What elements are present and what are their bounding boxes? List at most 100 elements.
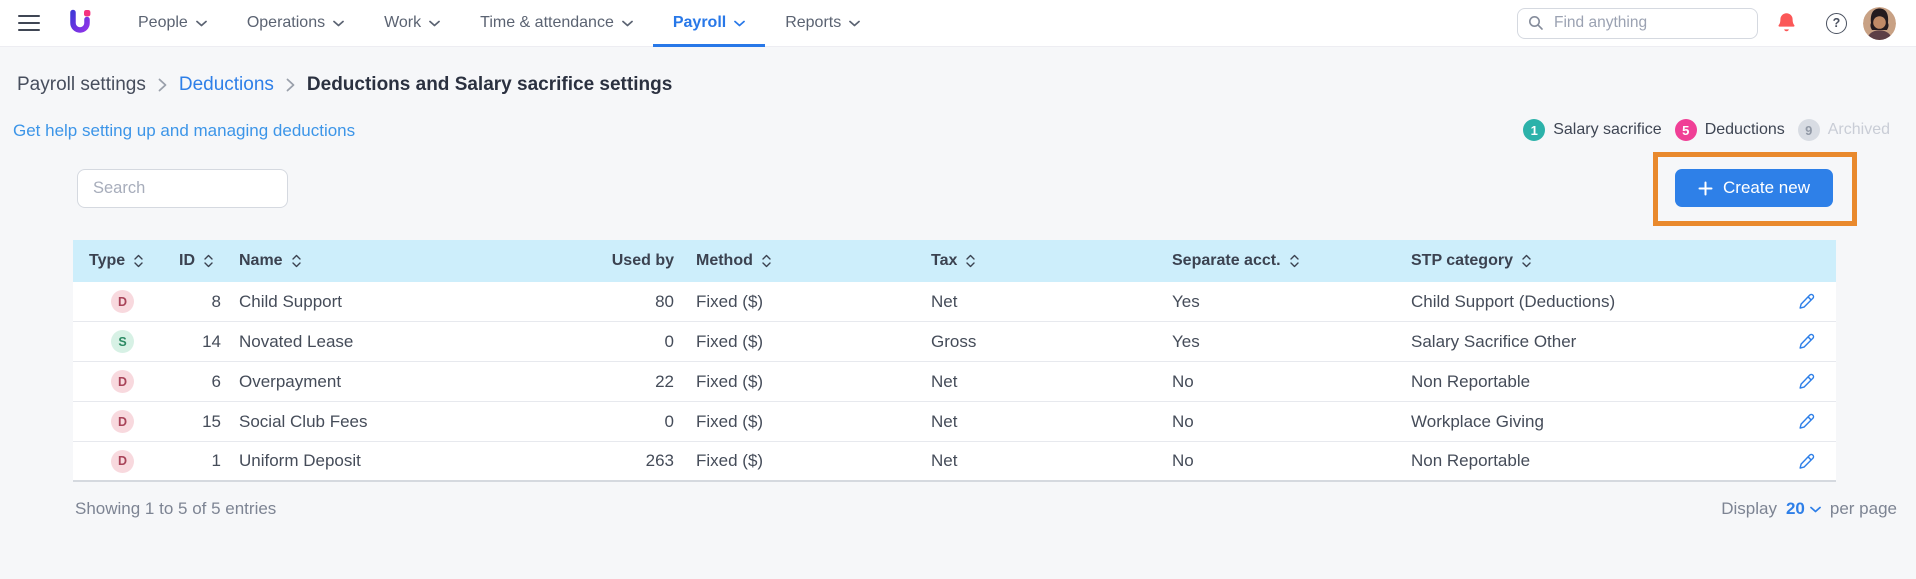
- app-logo[interactable]: [68, 8, 92, 38]
- chevron-down-icon: [734, 20, 746, 26]
- sort-icon[interactable]: [203, 253, 214, 269]
- nav-label: People: [138, 14, 188, 31]
- page-size-select[interactable]: 20: [1786, 499, 1821, 519]
- badge-archived[interactable]: 9 Archived: [1797, 119, 1890, 141]
- nav-label: Work: [384, 14, 422, 31]
- sort-icon[interactable]: [133, 253, 144, 269]
- pagination-controls: Display 20 per page: [1721, 499, 1897, 519]
- badge-label: Salary sacrifice: [1553, 121, 1662, 138]
- breadcrumb: Payroll settings Deductions Deductions a…: [17, 74, 672, 96]
- archived-count-badge: 9: [1797, 119, 1820, 141]
- type-badge-deduction: D: [111, 370, 134, 393]
- cell-id: 14: [202, 331, 221, 351]
- chevron-down-icon: [195, 20, 207, 26]
- sort-icon[interactable]: [761, 253, 772, 269]
- sort-icon[interactable]: [291, 253, 302, 269]
- column-header-tax[interactable]: Tax: [909, 240, 1150, 282]
- sort-icon[interactable]: [1521, 253, 1532, 269]
- sort-icon[interactable]: [965, 253, 976, 269]
- edit-button[interactable]: [1793, 328, 1820, 355]
- edit-button[interactable]: [1793, 288, 1820, 315]
- cell-tax: Net: [931, 451, 958, 470]
- cell-type: D: [73, 402, 173, 441]
- sort-icon[interactable]: [1289, 253, 1300, 269]
- cell-separate-acct: No: [1172, 371, 1194, 391]
- hamburger-menu-icon[interactable]: [18, 14, 40, 32]
- main-nav: People Operations Work Time & attendance…: [118, 0, 880, 47]
- cell-method: Fixed ($): [696, 371, 764, 391]
- help-icon[interactable]: ?: [1826, 12, 1847, 34]
- cell-separate-acct: No: [1172, 451, 1194, 470]
- breadcrumb-current-page: Deductions and Salary sacrifice settings: [306, 74, 673, 95]
- column-header-name[interactable]: Name: [221, 240, 583, 282]
- column-label: Used by: [611, 252, 674, 269]
- global-search[interactable]: [1517, 7, 1758, 39]
- badge-salary-sacrifice[interactable]: 1 Salary sacrifice: [1523, 119, 1662, 141]
- cell-type: S: [73, 322, 173, 361]
- nav-item-time-attendance[interactable]: Time & attendance: [460, 0, 653, 47]
- create-new-button[interactable]: Create new: [1675, 169, 1833, 207]
- cell-tax: Gross: [931, 331, 977, 351]
- table-header-row: Type ID Name Used by Method Tax Separate…: [73, 240, 1836, 282]
- help-glyph: ?: [1832, 16, 1841, 30]
- nav-item-people[interactable]: People: [118, 0, 227, 47]
- nav-label: Payroll: [672, 14, 727, 31]
- table-row[interactable]: D 8 Child Support 80 Fixed ($) Net Yes C…: [73, 282, 1836, 322]
- column-header-type[interactable]: Type: [73, 240, 173, 282]
- notifications-bell-icon[interactable]: [1777, 12, 1796, 34]
- column-header-stp-category[interactable]: STP category: [1389, 240, 1776, 282]
- column-header-method[interactable]: Method: [674, 240, 909, 282]
- column-header-used-by[interactable]: Used by: [583, 240, 674, 282]
- cell-stp-category: Non Reportable: [1411, 451, 1531, 470]
- table-search-input[interactable]: [91, 178, 274, 199]
- breadcrumb-deductions[interactable]: Deductions: [178, 74, 274, 95]
- cell-id: 1: [211, 451, 221, 470]
- nav-item-reports[interactable]: Reports: [765, 0, 880, 47]
- user-avatar[interactable]: [1863, 6, 1896, 40]
- cell-used-by: 263: [645, 451, 674, 470]
- table-row[interactable]: D 1 Uniform Deposit 263 Fixed ($) Net No…: [73, 442, 1836, 482]
- salary-sacrifice-count-badge: 1: [1523, 119, 1546, 141]
- cell-stp-category: Salary Sacrifice Other: [1411, 331, 1577, 351]
- column-header-separate-acct[interactable]: Separate acct.: [1150, 240, 1389, 282]
- cell-name: Novated Lease: [239, 331, 354, 351]
- nav-item-work[interactable]: Work: [364, 0, 460, 47]
- table-row[interactable]: S 14 Novated Lease 0 Fixed ($) Gross Yes…: [73, 322, 1836, 362]
- per-page-label: per page: [1829, 499, 1897, 518]
- cell-name: Overpayment: [239, 371, 342, 391]
- cell-id: 6: [211, 371, 221, 391]
- edit-button[interactable]: [1793, 408, 1820, 435]
- nav-item-operations[interactable]: Operations: [227, 0, 364, 47]
- entries-summary: Showing 1 to 5 of 5 entries: [75, 499, 277, 518]
- pencil-icon: [1798, 333, 1814, 349]
- nav-item-payroll[interactable]: Payroll: [652, 0, 766, 47]
- cell-name: Uniform Deposit: [239, 451, 361, 470]
- page-size-value: 20: [1785, 499, 1805, 518]
- edit-button[interactable]: [1793, 368, 1820, 395]
- edit-button[interactable]: [1793, 448, 1820, 475]
- create-new-label: Create new: [1723, 178, 1810, 197]
- breadcrumb-payroll-settings[interactable]: Payroll settings: [17, 74, 146, 95]
- pencil-icon: [1798, 373, 1814, 389]
- table-search[interactable]: [77, 169, 288, 208]
- column-header-actions: [1776, 240, 1836, 282]
- column-label: Name: [239, 252, 283, 269]
- category-badges: 1 Salary sacrifice 5 Deductions 9 Archiv…: [1523, 119, 1890, 141]
- cell-method: Fixed ($): [696, 411, 764, 431]
- cell-used-by: 0: [664, 331, 674, 351]
- chevron-down-icon: [621, 20, 633, 26]
- badge-deductions[interactable]: 5 Deductions: [1674, 119, 1785, 141]
- avatar-photo: [1863, 6, 1896, 40]
- cell-type: D: [73, 282, 173, 321]
- logo-u-icon: [70, 9, 91, 33]
- global-search-input[interactable]: [1552, 13, 1747, 33]
- table-row[interactable]: D 6 Overpayment 22 Fixed ($) Net No Non …: [73, 362, 1836, 402]
- cell-name: Social Club Fees: [239, 411, 368, 431]
- pencil-icon: [1798, 453, 1814, 469]
- cell-type: D: [73, 442, 173, 480]
- cell-id: 8: [211, 291, 221, 311]
- cell-stp-category: Non Reportable: [1411, 371, 1531, 391]
- table-row[interactable]: D 15 Social Club Fees 0 Fixed ($) Net No…: [73, 402, 1836, 442]
- column-header-id[interactable]: ID: [173, 240, 221, 282]
- help-link[interactable]: Get help setting up and managing deducti…: [13, 121, 356, 140]
